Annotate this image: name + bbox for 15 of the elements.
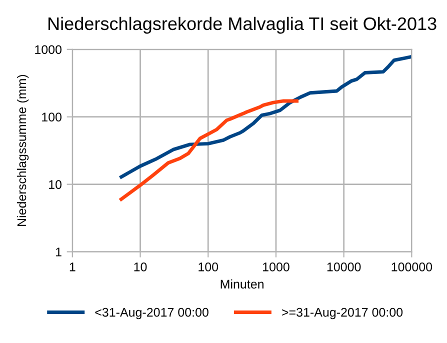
x-axis-title: Minuten	[220, 279, 264, 289]
x-tick-label: 10000	[327, 262, 361, 272]
legend-label: <31-Aug-2017 00:00	[95, 308, 208, 320]
y-tick-label: 1000	[35, 45, 62, 54]
y-tick-label: 10	[49, 180, 62, 189]
x-tick-label: 10	[134, 262, 147, 272]
legend-label: >=31-Aug-2017 00:00	[282, 308, 403, 320]
x-tick-label: 1	[70, 262, 76, 272]
y-axis-title: Niederschlagssumme (mm)	[16, 74, 29, 226]
y-tick-label: 1	[56, 248, 62, 256]
x-tick-label: 1000	[263, 262, 290, 272]
chart-title: Niederschlagsrekorde Malvaglia TI seit Okt-2013	[48, 16, 436, 34]
x-tick-label: 100	[198, 262, 218, 272]
y-tick-label: 100	[42, 112, 62, 122]
x-tick-label: 100000	[392, 262, 432, 272]
